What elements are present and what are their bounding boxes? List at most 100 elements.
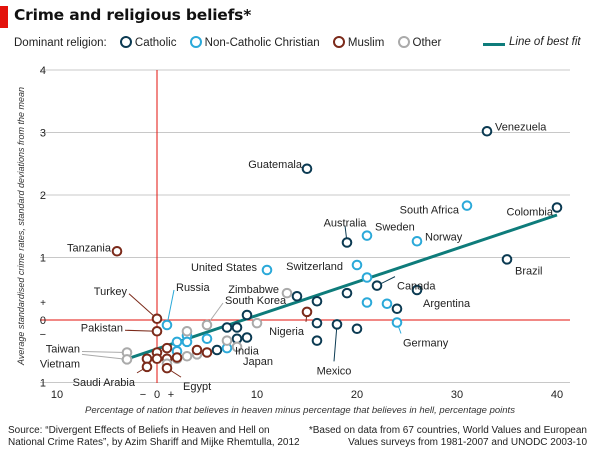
- point-labels: Venezuela Guatemala South Africa Colombia Au…: [40, 121, 554, 393]
- grid: [40, 69, 570, 383]
- point-label: Switzerland: [286, 261, 343, 273]
- leader-line: [81, 351, 128, 353]
- legend-item-label: Muslim: [347, 37, 385, 49]
- legend-item-catholic: Catholic: [119, 36, 177, 49]
- legend-item-non-catholic-christian: Non-Catholic Christian: [189, 36, 320, 49]
- y-tick-label: 0: [40, 315, 46, 327]
- point-label: Venezuela: [495, 121, 547, 133]
- point-label: India: [235, 346, 260, 358]
- scatter-point: [301, 306, 313, 318]
- line-of-best-fit: [121, 213, 558, 363]
- point-label: Tanzania: [67, 242, 112, 254]
- scatter-point: [111, 245, 123, 257]
- legend-item-other: Other: [397, 36, 441, 49]
- scatter-point: [311, 335, 323, 346]
- scatter-point: [351, 259, 363, 271]
- point-label: South Korea: [225, 295, 287, 307]
- leader-line: [124, 329, 158, 332]
- legend-item-label: Non-Catholic Christian: [204, 37, 320, 49]
- scatter-point: [251, 317, 263, 329]
- x-plus-sign: +: [168, 389, 174, 401]
- scatter-point: [361, 297, 373, 308]
- x-tick-label: 0: [154, 389, 160, 401]
- legend-fit-label: Line of best fit: [509, 36, 581, 48]
- scatter-point: [261, 264, 273, 276]
- x-tick-label: 40: [551, 389, 563, 401]
- scatter-point: [151, 353, 163, 365]
- x-minus-sign: −: [140, 389, 146, 401]
- legend-item-label: Catholic: [134, 37, 177, 49]
- scatter-point: [181, 350, 193, 362]
- scatter-point: [341, 237, 353, 248]
- point-label: Australia: [324, 218, 368, 230]
- other-marker-icon: [397, 36, 410, 48]
- scatter-point: [191, 344, 203, 356]
- y-tick-label: 1: [40, 253, 46, 265]
- scatter-point: [411, 235, 423, 247]
- scatter-point: [161, 342, 173, 354]
- scatter-point: [461, 200, 473, 211]
- point-label: Guatemala: [248, 159, 303, 171]
- catholic-marker-icon: [119, 36, 132, 48]
- scatter-point: [361, 230, 373, 241]
- legend: Dominant religion: Catholic Non-Catholic…: [14, 36, 451, 49]
- point-label: Germany: [403, 338, 449, 350]
- scatter-point: [351, 323, 363, 335]
- brand-tab: [0, 6, 8, 28]
- non-catholic-christian-marker-icon: [189, 36, 202, 48]
- point-label: Japan: [243, 356, 273, 368]
- scatter-point: [141, 361, 153, 373]
- x-axis-label: Percentage of nation that believes in he…: [85, 405, 515, 416]
- scatter-point: [411, 284, 423, 296]
- scatter-point: [221, 322, 233, 333]
- scatter-point: [211, 344, 223, 356]
- point-label: Pakistan: [81, 322, 123, 334]
- scatter-point: [241, 309, 253, 321]
- scatter-point: [231, 341, 243, 353]
- scatter-point: [181, 325, 193, 337]
- fit-line-layer: [121, 213, 558, 363]
- scatter-point: [381, 298, 393, 310]
- y-minus-sign: −: [40, 329, 46, 341]
- x-tick-label: 30: [451, 389, 463, 401]
- point-label: Saudi Arabia: [73, 377, 136, 389]
- x-tick-label: 10: [51, 389, 63, 401]
- point-label: Nigeria: [269, 326, 305, 338]
- point-label: South Africa: [400, 205, 460, 217]
- point-label: Canada: [397, 281, 436, 293]
- point-label: Mexico: [317, 365, 352, 377]
- point-label: United States: [191, 262, 258, 274]
- x-tick-label: 20: [351, 389, 363, 401]
- y-tick-label: 4: [40, 65, 46, 77]
- fit-line-legend-icon: [483, 43, 505, 46]
- y-tick-label: 2: [40, 190, 46, 202]
- footnote: *Based on data from 67 countries, World …: [308, 425, 587, 448]
- chart-title: Crime and religious beliefs*: [14, 6, 252, 24]
- leader-line: [333, 324, 338, 362]
- scatter-point: [371, 280, 383, 291]
- point-label: Zimbabwe: [228, 284, 279, 296]
- point-label: Russia: [176, 282, 211, 294]
- scatter-point: [481, 125, 493, 137]
- point-label: Norway: [425, 231, 463, 243]
- point-label: Brazil: [515, 265, 543, 277]
- scatter-point: [301, 163, 313, 175]
- point-label: Colombia: [507, 207, 554, 219]
- scatter-point: [151, 325, 163, 337]
- scatter-point: [391, 303, 403, 315]
- scatter-point: [331, 319, 343, 330]
- scatter-point: [341, 287, 353, 299]
- scatter-point: [501, 254, 513, 265]
- leader-line: [166, 289, 175, 326]
- scatter-point: [181, 336, 193, 348]
- scatter-point: [551, 202, 563, 213]
- reference-lines: [40, 70, 570, 383]
- scatter-point: [201, 347, 213, 358]
- point-label: Argentina: [423, 298, 471, 310]
- x-tick-label: 10: [251, 389, 263, 401]
- y-plus-sign: +: [40, 298, 46, 309]
- legend-item-muslim: Muslim: [332, 36, 385, 49]
- source-note: Source: “Divergent Effects of Beliefs in…: [8, 425, 300, 448]
- muslim-marker-icon: [332, 36, 345, 48]
